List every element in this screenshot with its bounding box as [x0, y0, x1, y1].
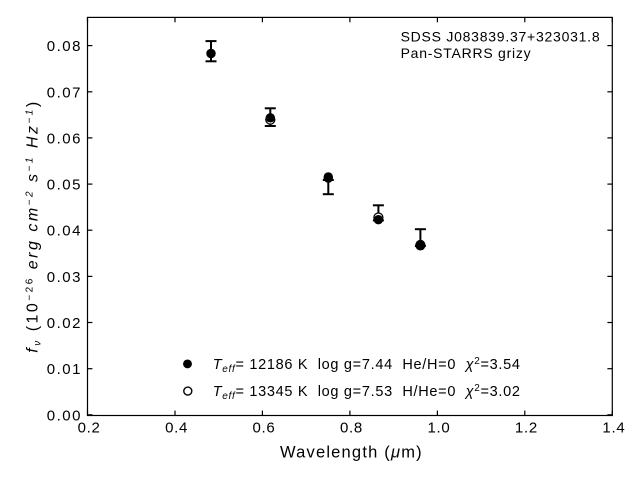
svg-text:Teff= 12186 K log g=7.44 He/: Teff= 12186 K log g=7.44 He/H=0 χ2=3.54	[213, 356, 521, 375]
svg-text:0.03: 0.03	[47, 269, 82, 286]
svg-text:0.00: 0.00	[47, 407, 82, 424]
svg-text:1.0: 1.0	[428, 420, 451, 437]
svg-text:0.4: 0.4	[165, 420, 188, 437]
svg-text:0.06: 0.06	[47, 130, 82, 147]
svg-text:0.02: 0.02	[47, 315, 82, 332]
svg-text:0.08: 0.08	[47, 38, 82, 55]
svg-text:Pan-STARRS grizy: Pan-STARRS grizy	[401, 45, 532, 61]
svg-text:0.2: 0.2	[78, 420, 101, 437]
svg-text:Teff= 13345 K log g=7.53 H/H: Teff= 13345 K log g=7.53 H/He=0 χ2=3.02	[213, 383, 521, 402]
svg-text:0.8: 0.8	[340, 420, 363, 437]
svg-text:1.2: 1.2	[515, 420, 538, 437]
svg-text:SDSS J083839.37+323031.8: SDSS J083839.37+323031.8	[401, 29, 601, 45]
svg-text:0.05: 0.05	[47, 177, 82, 194]
svg-text:0.01: 0.01	[47, 361, 82, 378]
svg-text:0.6: 0.6	[253, 420, 276, 437]
svg-text:Wavelength (μm): Wavelength (μm)	[280, 444, 423, 462]
svg-text:0.07: 0.07	[47, 84, 82, 101]
svg-text:0.04: 0.04	[47, 223, 82, 240]
svg-text:fν (10−26 erg cm−2 s−1 Hz−1): fν (10−26 erg cm−2 s−1 Hz−1)	[25, 99, 44, 352]
svg-text:1.4: 1.4	[602, 420, 625, 437]
